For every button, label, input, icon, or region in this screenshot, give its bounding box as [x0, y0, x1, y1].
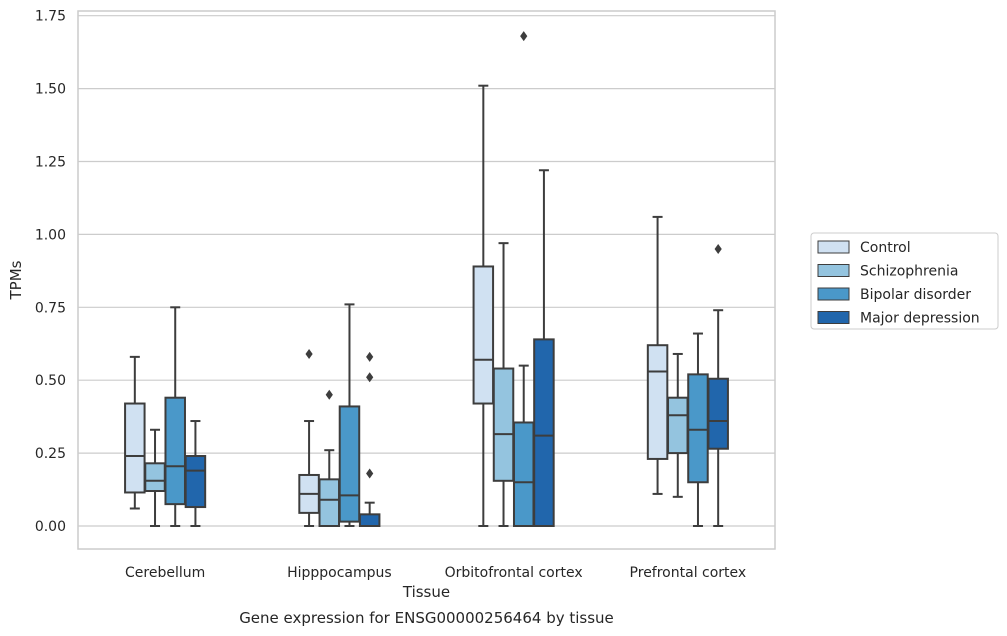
y-tick-label: 0.75 [35, 300, 66, 316]
box-group [164, 306, 186, 527]
legend-swatch [817, 311, 850, 324]
box-group [667, 352, 689, 498]
outlier-point [366, 351, 374, 362]
gridlines [78, 15, 775, 527]
y-tick-label: 1.00 [35, 227, 66, 243]
box [338, 405, 361, 523]
legend-frame [810, 232, 999, 330]
y-tick-label: 1.75 [35, 9, 66, 25]
box [512, 421, 535, 527]
outlier-point [714, 243, 722, 254]
legend-label: Control [860, 240, 911, 256]
boxes [124, 31, 729, 527]
box [358, 513, 381, 527]
box [144, 462, 166, 493]
box-group [707, 243, 729, 527]
box-group [338, 303, 361, 527]
box-group [184, 420, 207, 527]
legend-swatch [817, 264, 850, 277]
outlier-point [305, 348, 313, 359]
legend-label: Bipolar disorder [860, 287, 971, 303]
box [533, 338, 555, 527]
box-group [646, 215, 669, 495]
box-group [358, 351, 381, 527]
box [707, 377, 729, 450]
box-group [298, 348, 320, 527]
box-group [124, 355, 146, 510]
plot-frame [77, 10, 776, 550]
box-group [492, 242, 515, 527]
y-ticks: 0.00 0.25 0.50 0.75 1.00 1.25 1.50 1.75 [35, 9, 66, 535]
box [646, 344, 669, 460]
x-tick-label: Hipppocampus [287, 565, 392, 581]
box [184, 455, 207, 509]
box [472, 265, 495, 405]
x-tick-label: Prefrontal cortex [630, 565, 747, 581]
box-group [144, 428, 166, 527]
x-ticks: Cerebellum Hipppocampus Orbitofrontal cort… [125, 565, 746, 581]
box [164, 396, 186, 506]
box-group [533, 169, 555, 527]
y-tick-label: 0.00 [35, 519, 66, 535]
y-tick-label: 1.25 [35, 155, 66, 171]
box [124, 402, 146, 494]
box [318, 478, 341, 527]
y-axis-label: TPMs [7, 260, 25, 300]
x-tick-label: Orbitofrontal cortex [445, 565, 583, 581]
legend-swatch [817, 287, 850, 301]
outlier-point [366, 468, 374, 479]
y-tick-label: 1.50 [35, 82, 66, 98]
box-group [472, 84, 495, 527]
x-axis-label: Tissue [402, 583, 450, 601]
legend-label: Major depression [860, 311, 980, 327]
outlier-point [325, 389, 333, 400]
box [492, 367, 515, 482]
box [667, 396, 689, 455]
y-tick-label: 0.50 [35, 373, 66, 389]
legend-swatch [817, 240, 850, 254]
outlier-point [366, 372, 374, 383]
box [687, 373, 709, 484]
x-tick-label: Cerebellum [125, 565, 205, 581]
box-group [512, 31, 535, 527]
outlier-point [520, 31, 528, 42]
box-group [687, 332, 709, 527]
y-tick-label: 0.25 [35, 446, 66, 462]
legend: Control Schizophrenia Bipolar disorder Majo… [810, 232, 999, 330]
chart-title: Gene expression for ENSG00000256464 by t… [239, 609, 614, 627]
box-group [318, 389, 341, 527]
legend-label: Schizophrenia [860, 264, 958, 280]
